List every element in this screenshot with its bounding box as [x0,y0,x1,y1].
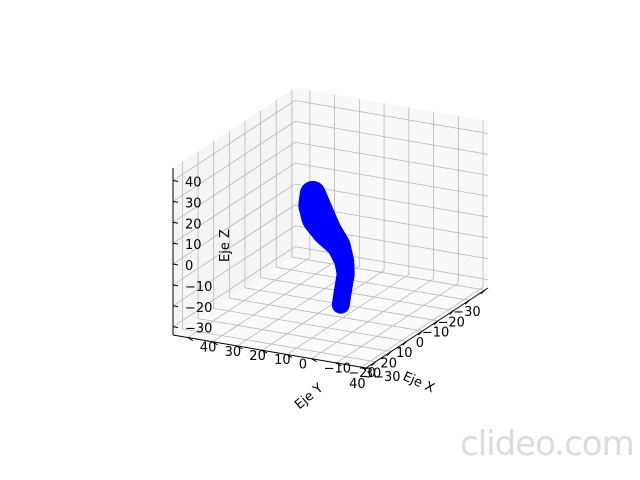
x-tick [480,289,486,295]
y-grid-floor [311,278,434,360]
grid-lines [172,90,489,368]
z-tick-label: 10 [185,238,202,253]
x-grid-floor [276,266,470,301]
x-grid-floor [229,297,423,332]
x-tick-label: 30 [365,367,382,382]
x-tick-label: 40 [349,377,366,392]
x-tick [449,310,454,315]
data-point [299,180,326,207]
x-tick-label: 0 [416,336,424,351]
y-grid-floor [360,286,484,368]
y-tick [237,345,243,350]
z-tick-label: 40 [185,176,202,191]
x-tick-label: −30 [453,305,480,320]
y-tick [311,358,317,363]
x-tick [371,361,376,367]
z-tick-label: 30 [185,196,202,211]
z-axis-label: Eje Z [218,229,233,262]
z-grid-back [172,141,296,223]
x-tick [417,330,423,336]
z-grid-back [172,204,296,286]
z-tick-label: −20 [185,301,212,316]
z-tick-label: −10 [185,280,212,295]
y-tick-label: 30 [225,345,242,360]
y-grid-floor [187,257,311,338]
tick-marks [172,180,486,371]
z-grid-left [294,246,489,281]
x-grid-floor [197,318,392,352]
x-axis-label: Eje X [400,369,436,396]
x-tick-label: −10 [422,326,449,341]
y-tick [286,354,293,358]
z-tick [172,305,179,308]
x-tick [464,299,470,305]
y-grid-floor [336,282,459,364]
z-grid-back [172,162,296,244]
x-tick-label: −20 [437,315,464,330]
z-tick-label: −30 [185,322,212,337]
y-grid-floor [212,261,335,343]
x-tick-label: 20 [380,356,397,371]
x-grid-floor [291,256,485,291]
z-grid-back [172,183,296,265]
z-tick [172,180,179,183]
z-grid-left [294,162,489,197]
xz-pane [173,88,295,335]
x-tick [433,320,439,326]
x-grid-floor [260,277,454,311]
z-grid-back [172,246,296,327]
x-tick [402,340,408,346]
z-tick-label: 20 [185,217,202,232]
x-tick [386,351,392,356]
z-grid-left [294,121,489,155]
z-tick [172,242,179,245]
y-tick [187,337,194,341]
y-tick-label: 10 [274,353,291,368]
z-grid-back [172,121,296,202]
x-grid-floor [213,307,407,342]
y-tick [212,341,218,346]
y-tick-label: −20 [348,366,375,381]
z-grid-left [294,183,489,218]
z-tick [172,263,179,266]
y-tick [336,362,342,367]
z-tick [172,284,179,287]
z-grid-left [294,141,489,176]
x-tick-label: 10 [396,346,413,361]
y-tick [261,349,268,354]
z-tick-label: 0 [185,259,193,274]
y-grid-floor [286,274,410,355]
z-tick [172,221,179,224]
z-grid-left [294,100,489,134]
y-tick-label: 0 [299,358,307,373]
y-tick-label: −10 [324,362,351,377]
y-tick-label: 20 [249,349,266,364]
y-grid-floor [261,269,385,351]
y-tick-label: 40 [200,341,217,356]
z-grid-back [172,100,296,181]
x-grid-floor [182,328,376,363]
y-tick-label: −30 [373,370,400,385]
xy-pane [173,255,488,368]
y-tick [360,366,367,371]
z-tick [172,326,179,329]
y-axis-label: Eje Y [292,381,326,413]
y-axis-line [172,334,367,369]
z-tick [172,200,179,203]
watermark-logo: clideo.com [460,424,635,464]
data-blob [298,180,355,314]
z-grid-back [172,225,296,307]
